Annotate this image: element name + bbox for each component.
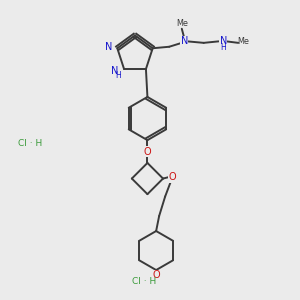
Text: Me: Me [176,19,188,28]
Text: Cl · H: Cl · H [18,140,42,148]
Text: Me: Me [238,37,250,46]
Text: H: H [220,44,226,52]
Text: N: N [105,42,112,52]
Text: N: N [220,36,227,46]
Text: N: N [111,65,119,76]
Text: O: O [169,172,176,182]
Text: Cl · H: Cl · H [132,278,156,286]
Text: O: O [152,270,160,280]
Text: O: O [144,146,151,157]
Text: N: N [181,36,188,46]
Text: H: H [116,71,121,80]
